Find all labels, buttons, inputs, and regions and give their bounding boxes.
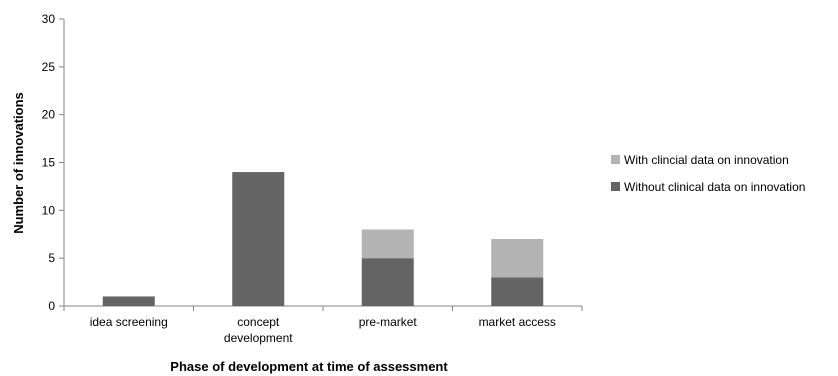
y-tick-label: 10 [42,203,56,217]
bar-segment [361,258,414,306]
y-tick-label: 30 [42,12,56,26]
y-axis-title: Number of innovations [11,92,26,234]
y-tick-label: 20 [42,108,56,122]
bar-segment [491,277,544,306]
x-category-label: concept [237,315,280,329]
x-category-label: idea screening [90,315,168,329]
legend: With clincial data on innovation Without … [611,153,805,194]
x-category-label: pre-market [359,315,418,329]
y-tick-label: 5 [48,251,55,265]
legend-label: With clincial data on innovation [624,153,789,167]
y-tick-label: 0 [48,299,55,313]
x-category-labels: idea screening concept development pre-mark… [90,315,556,345]
y-tick-labels: 0 5 10 15 20 25 30 [42,12,64,313]
bars [102,172,544,306]
y-tick-label: 25 [42,60,56,74]
legend-swatch [611,182,620,191]
legend-label: Without clinical data on innovation [624,180,805,194]
y-tick-label: 15 [42,156,56,170]
x-axis-title: Phase of development at time of assessme… [170,359,448,374]
x-category-label: market access [479,315,556,329]
legend-swatch [611,155,620,164]
bar-segment [102,296,155,306]
bar-segment [361,229,414,259]
x-category-label: development [224,331,293,345]
bar-segment [491,239,544,278]
bar-segment [232,172,285,306]
